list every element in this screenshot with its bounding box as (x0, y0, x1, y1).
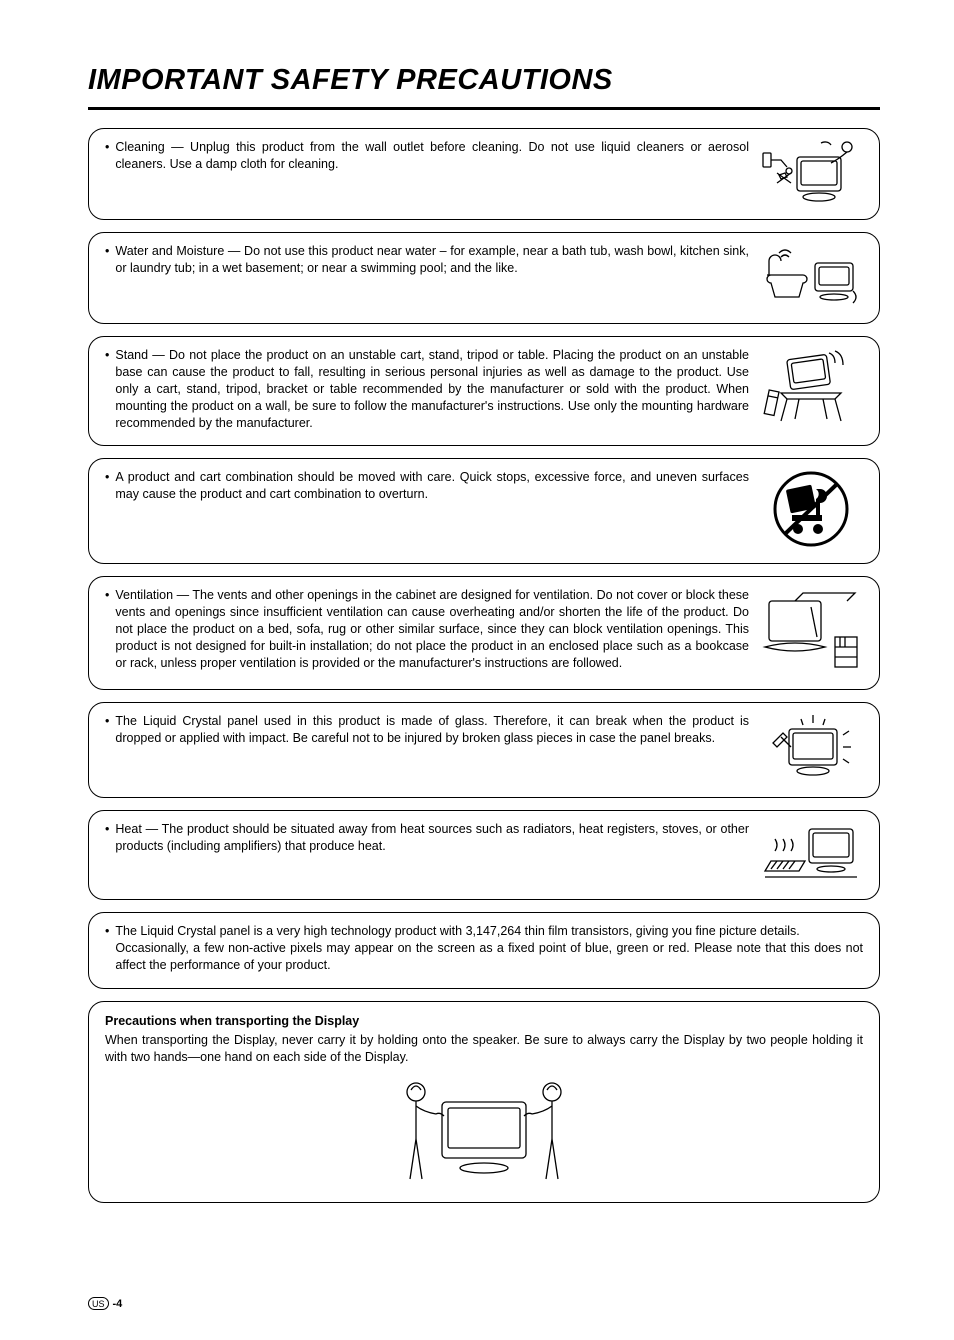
precaution-block: •Cleaning — Unplug this product from the… (88, 128, 880, 220)
region-badge: US (88, 1297, 109, 1310)
water-icon (759, 243, 863, 309)
page-number: -4 (113, 1298, 123, 1310)
precaution-text: •Cleaning — Unplug this product from the… (105, 139, 749, 173)
precaution-block: •Heat — The product should be situated a… (88, 810, 880, 900)
precaution-text: •The Liquid Crystal panel is a very high… (105, 923, 863, 974)
transport-title: Precautions when transporting the Displa… (105, 1014, 863, 1028)
precaution-body: A product and cart combination should be… (115, 469, 749, 503)
precaution-body: Heat — The product should be situated aw… (115, 821, 749, 855)
precaution-list: •Cleaning — Unplug this product from the… (88, 128, 880, 1203)
heat-icon (759, 821, 863, 885)
ventilation-icon (759, 587, 863, 675)
precaution-body: Ventilation — The vents and other openin… (115, 587, 749, 671)
precaution-body: Stand — Do not place the product on an u… (115, 347, 749, 431)
precaution-text: •Water and Moisture — Do not use this pr… (105, 243, 749, 277)
precaution-text: •Ventilation — The vents and other openi… (105, 587, 749, 671)
precaution-block: •A product and cart combination should b… (88, 458, 880, 564)
precaution-body: Cleaning — Unplug this product from the … (115, 139, 749, 173)
stand-icon (759, 347, 863, 427)
precaution-block: •Stand — Do not place the product on an … (88, 336, 880, 446)
page-title: IMPORTANT SAFETY PRECAUTIONS (88, 64, 880, 97)
transport-body: When transporting the Display, never car… (105, 1032, 863, 1066)
precaution-block: •The Liquid Crystal panel is a very high… (88, 912, 880, 989)
precaution-block: •Ventilation — The vents and other openi… (88, 576, 880, 690)
precaution-body: Water and Moisture — Do not use this pro… (115, 243, 749, 277)
precaution-block: •The Liquid Crystal panel used in this p… (88, 702, 880, 798)
precaution-text: •A product and cart combination should b… (105, 469, 749, 503)
page-footer: US -4 (88, 1297, 122, 1310)
precaution-text: •The Liquid Crystal panel used in this p… (105, 713, 749, 747)
precaution-text: •Heat — The product should be situated a… (105, 821, 749, 855)
cart-icon (759, 469, 863, 549)
transport-block: Precautions when transporting the Displa… (88, 1001, 880, 1203)
manual-page: IMPORTANT SAFETY PRECAUTIONS •Cleaning —… (0, 0, 954, 1340)
impact-icon (759, 713, 863, 783)
precaution-body: The Liquid Crystal panel used in this pr… (115, 713, 749, 747)
precaution-body: The Liquid Crystal panel is a very high … (115, 923, 863, 974)
precaution-text: •Stand — Do not place the product on an … (105, 347, 749, 431)
title-rule (88, 107, 880, 110)
precaution-block: •Water and Moisture — Do not use this pr… (88, 232, 880, 324)
cleaning-icon (759, 139, 863, 205)
transport-icon (105, 1076, 863, 1186)
